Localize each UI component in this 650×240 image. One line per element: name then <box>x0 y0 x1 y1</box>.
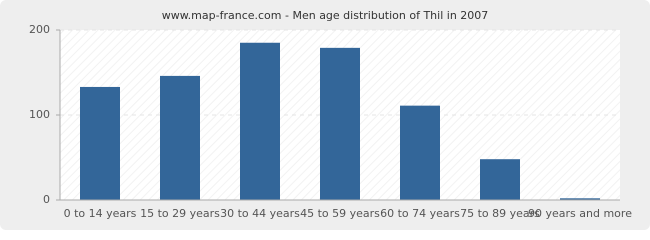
bar <box>400 105 440 200</box>
chart-title: www.map-france.com - Men age distributio… <box>162 9 489 22</box>
chart: www.map-france.com - Men age distributio… <box>0 0 650 230</box>
bar <box>80 86 120 200</box>
bar <box>320 47 360 200</box>
x-tick-label: 90 years and more <box>528 207 632 220</box>
bar <box>480 159 520 200</box>
x-tick-label: 0 to 14 years <box>64 207 137 220</box>
x-tick-label: 60 to 74 years <box>380 207 460 220</box>
x-tick-label: 30 to 44 years <box>220 207 300 220</box>
y-tick-label: 100 <box>29 108 50 121</box>
bar <box>560 198 600 200</box>
x-tick-label: 15 to 29 years <box>140 207 220 220</box>
bar <box>240 42 280 200</box>
y-tick-label: 0 <box>43 193 50 206</box>
y-tick-label: 200 <box>29 23 50 36</box>
x-tick-label: 45 to 59 years <box>300 207 380 220</box>
bar <box>160 75 200 200</box>
x-tick-label: 75 to 89 years <box>460 207 540 220</box>
